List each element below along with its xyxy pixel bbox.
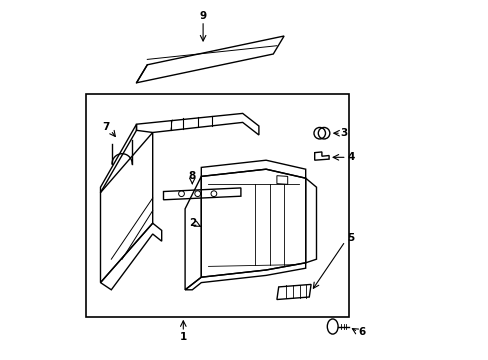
Text: 7: 7 <box>102 122 109 132</box>
Text: 4: 4 <box>346 152 354 162</box>
Text: 1: 1 <box>179 332 186 342</box>
Text: 2: 2 <box>188 218 196 228</box>
Text: 6: 6 <box>358 327 365 337</box>
Text: 9: 9 <box>199 11 206 21</box>
Text: 8: 8 <box>188 171 196 181</box>
Text: 5: 5 <box>346 233 354 243</box>
Text: 3: 3 <box>340 128 347 138</box>
Bar <box>86 94 348 317</box>
